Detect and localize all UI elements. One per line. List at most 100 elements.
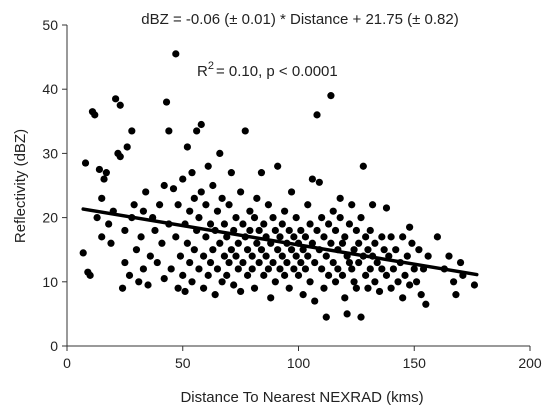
data-point-122 bbox=[260, 271, 268, 279]
data-point-214 bbox=[366, 226, 374, 235]
data-point-114 bbox=[250, 214, 259, 222]
data-point-116 bbox=[253, 239, 261, 247]
data-point-247 bbox=[424, 252, 432, 260]
data-point-166 bbox=[311, 258, 319, 267]
data-point-139 bbox=[278, 220, 286, 228]
data-point-225 bbox=[382, 271, 391, 279]
data-point-145 bbox=[285, 284, 293, 292]
data-point-144 bbox=[285, 226, 293, 235]
data-point-251 bbox=[450, 278, 458, 286]
data-point-59 bbox=[186, 258, 194, 267]
data-point-52 bbox=[179, 175, 187, 183]
data-point-34 bbox=[146, 252, 154, 260]
data-point-65 bbox=[193, 127, 201, 135]
data-point-140 bbox=[281, 271, 289, 279]
data-point-207 bbox=[357, 214, 365, 222]
data-point-89 bbox=[220, 220, 229, 228]
data-point-159 bbox=[301, 265, 310, 273]
data-point-78 bbox=[209, 181, 217, 190]
data-point-71 bbox=[199, 284, 208, 292]
data-point-152 bbox=[294, 271, 303, 279]
data-point-222 bbox=[378, 233, 386, 241]
data-point-157 bbox=[299, 291, 307, 299]
data-point-163 bbox=[306, 220, 314, 228]
data-point-130 bbox=[269, 214, 277, 222]
data-point-150 bbox=[292, 252, 300, 260]
data-point-174 bbox=[320, 233, 328, 241]
data-point-102 bbox=[237, 188, 245, 196]
data-point-211 bbox=[362, 233, 370, 241]
data-point-219 bbox=[371, 239, 379, 247]
data-point-112 bbox=[248, 252, 256, 260]
data-point-20 bbox=[121, 258, 129, 267]
data-point-3 bbox=[86, 271, 94, 279]
data-point-146 bbox=[287, 246, 296, 254]
data-point-230 bbox=[389, 265, 398, 273]
data-point-244 bbox=[417, 291, 425, 299]
data-point-202 bbox=[352, 226, 360, 235]
data-point-93 bbox=[225, 258, 233, 267]
data-point-22 bbox=[123, 143, 131, 151]
data-point-21 bbox=[121, 226, 129, 235]
data-point-205 bbox=[355, 239, 363, 247]
x-tick-label-1: 50 bbox=[175, 355, 191, 371]
data-point-77 bbox=[206, 258, 215, 267]
data-point-32 bbox=[142, 188, 150, 196]
data-point-154 bbox=[297, 258, 305, 267]
data-point-55 bbox=[181, 287, 189, 296]
data-point-118 bbox=[255, 258, 263, 267]
data-point-160 bbox=[304, 252, 312, 260]
x-tick-label-4: 200 bbox=[518, 355, 542, 371]
data-point-173 bbox=[318, 214, 326, 222]
data-point-91 bbox=[223, 271, 231, 279]
data-point-137 bbox=[276, 265, 284, 273]
plot-area: 0 10 20 30 40 50 0 50 100 150 200 bbox=[42, 17, 541, 371]
data-point-29 bbox=[137, 233, 145, 241]
data-point-177 bbox=[322, 313, 330, 321]
data-point-252 bbox=[452, 291, 460, 299]
data-point-165 bbox=[308, 175, 316, 183]
data-point-218 bbox=[371, 278, 379, 286]
data-point-235 bbox=[399, 294, 407, 302]
data-point-129 bbox=[267, 294, 275, 302]
data-point-162 bbox=[306, 278, 314, 286]
data-point-97 bbox=[230, 281, 238, 289]
data-point-255 bbox=[470, 281, 479, 289]
data-point-8 bbox=[98, 194, 106, 202]
data-point-82 bbox=[213, 207, 222, 215]
data-point-223 bbox=[378, 265, 386, 273]
r-squared-annotation: R2 = 0.10, p < 0.0001 bbox=[197, 60, 338, 80]
data-point-57 bbox=[183, 239, 191, 247]
data-point-127 bbox=[264, 201, 273, 209]
data-point-101 bbox=[234, 239, 242, 247]
data-point-103 bbox=[237, 287, 245, 296]
data-point-143 bbox=[283, 258, 291, 267]
data-point-75 bbox=[204, 162, 212, 170]
data-point-46 bbox=[169, 185, 178, 193]
data-point-231 bbox=[392, 246, 400, 254]
data-point-204 bbox=[355, 258, 363, 267]
data-point-141 bbox=[281, 207, 289, 215]
data-point-51 bbox=[176, 252, 185, 260]
data-point-248 bbox=[433, 233, 441, 241]
data-point-188 bbox=[336, 214, 344, 222]
data-point-23 bbox=[125, 271, 134, 279]
data-point-125 bbox=[262, 252, 270, 260]
data-point-236 bbox=[401, 271, 409, 279]
data-point-197 bbox=[345, 258, 354, 267]
data-point-246 bbox=[422, 300, 430, 308]
data-point-193 bbox=[341, 294, 349, 302]
data-point-164 bbox=[308, 239, 316, 247]
data-point-45 bbox=[167, 265, 175, 273]
data-point-108 bbox=[243, 246, 252, 254]
data-point-148 bbox=[290, 265, 298, 273]
data-point-149 bbox=[290, 233, 298, 241]
data-point-5 bbox=[91, 111, 99, 119]
data-point-87 bbox=[218, 278, 226, 286]
data-point-68 bbox=[197, 120, 205, 129]
data-point-226 bbox=[382, 204, 391, 212]
data-point-94 bbox=[227, 246, 235, 254]
data-point-119 bbox=[255, 226, 263, 235]
data-point-111 bbox=[246, 226, 254, 235]
